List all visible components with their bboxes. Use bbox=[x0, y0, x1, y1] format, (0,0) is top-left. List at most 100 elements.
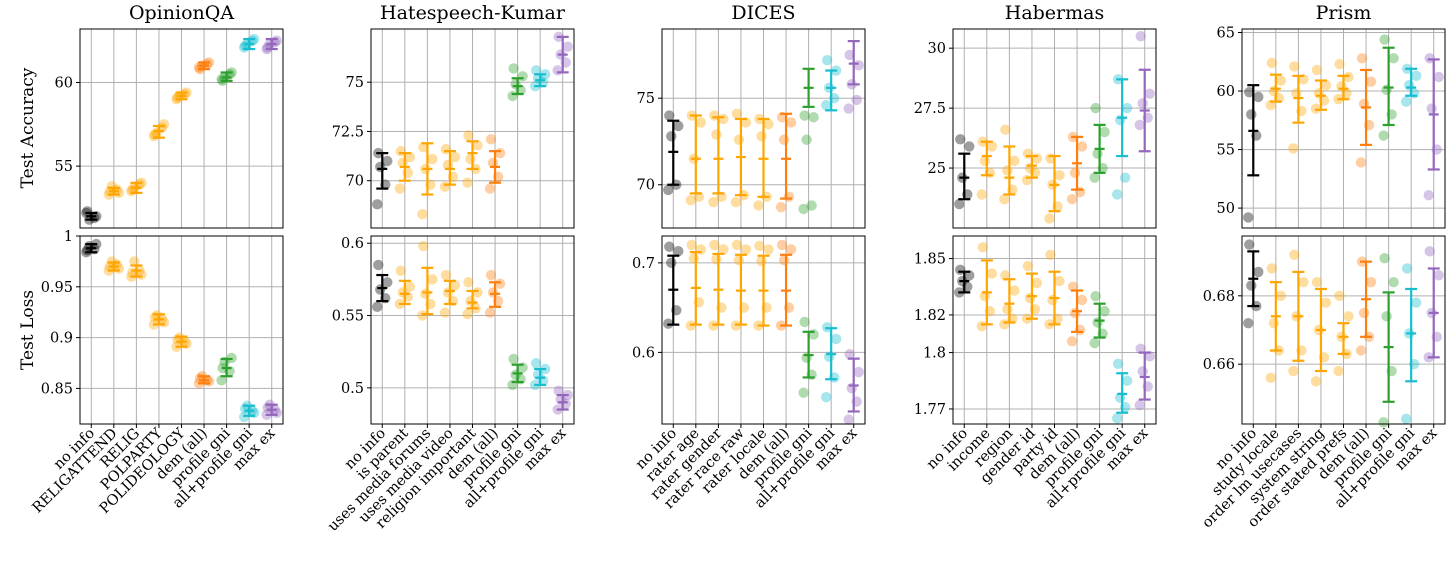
data-point bbox=[1275, 75, 1287, 86]
data-point bbox=[695, 117, 707, 128]
data-point bbox=[1024, 162, 1036, 174]
data-point bbox=[1031, 277, 1043, 289]
data-point bbox=[663, 184, 674, 196]
data-point bbox=[1288, 143, 1299, 154]
data-point bbox=[853, 366, 864, 378]
data-point bbox=[1355, 345, 1367, 356]
data-point bbox=[1134, 119, 1145, 131]
data-point bbox=[382, 155, 393, 167]
data-point bbox=[954, 198, 965, 210]
data-point bbox=[778, 254, 790, 266]
data-point bbox=[1334, 58, 1345, 70]
data-point bbox=[1320, 79, 1332, 91]
data-point bbox=[1076, 141, 1088, 152]
y-tick-label: 30 bbox=[928, 41, 946, 57]
data-point bbox=[673, 120, 684, 132]
data-point bbox=[821, 54, 833, 66]
data-point bbox=[1433, 270, 1444, 281]
data-point bbox=[494, 147, 506, 159]
data-point bbox=[1403, 79, 1415, 91]
axes-frame bbox=[370, 28, 575, 229]
data-point bbox=[1275, 290, 1287, 302]
data-point bbox=[1253, 266, 1264, 278]
data-point bbox=[986, 268, 998, 279]
data-point bbox=[1400, 96, 1412, 107]
data-point bbox=[1045, 249, 1056, 260]
data-point bbox=[1265, 372, 1277, 384]
data-point bbox=[439, 181, 451, 192]
data-point bbox=[1047, 294, 1058, 306]
data-point bbox=[731, 239, 743, 251]
row-label-loss: Test Loss bbox=[18, 290, 38, 370]
panel-title: Prism bbox=[1316, 2, 1372, 24]
data-point bbox=[463, 277, 474, 288]
data-point bbox=[664, 110, 675, 121]
y-tick-label: 27.5 bbox=[914, 101, 946, 117]
data-point bbox=[439, 307, 451, 318]
y-tick-label: 0.55 bbox=[332, 309, 364, 325]
data-point bbox=[756, 131, 767, 142]
y-tick-label: 75 bbox=[637, 91, 655, 107]
data-point bbox=[1054, 170, 1065, 181]
panel-title: DICES bbox=[731, 2, 795, 24]
data-point bbox=[1410, 297, 1422, 308]
data-point bbox=[730, 196, 742, 208]
data-point bbox=[1111, 189, 1123, 200]
panel-3-accuracy: 25 27.5 30 bbox=[914, 28, 1157, 229]
data-point bbox=[798, 203, 809, 215]
data-point bbox=[1410, 70, 1422, 82]
data-point bbox=[1343, 311, 1354, 322]
data-point bbox=[1288, 365, 1299, 377]
data-point bbox=[731, 108, 743, 119]
data-point bbox=[756, 255, 767, 267]
data-point bbox=[1121, 102, 1133, 114]
data-point bbox=[1144, 88, 1155, 99]
data-point bbox=[1313, 88, 1325, 99]
data-point bbox=[1069, 307, 1081, 319]
data-point bbox=[979, 155, 991, 167]
data-point bbox=[440, 269, 452, 281]
data-point bbox=[487, 287, 499, 298]
data-point bbox=[484, 307, 496, 318]
data-point bbox=[1243, 317, 1254, 329]
data-point bbox=[427, 274, 438, 285]
data-point bbox=[666, 131, 677, 142]
data-point bbox=[1423, 190, 1434, 201]
data-point bbox=[404, 151, 416, 163]
data-point bbox=[417, 310, 428, 321]
data-point bbox=[999, 194, 1010, 205]
y-tick-label: 0.68 bbox=[1203, 289, 1235, 305]
data-point bbox=[1424, 53, 1435, 64]
data-point bbox=[382, 277, 393, 288]
y-tick-label: 1.82 bbox=[914, 308, 946, 324]
data-point bbox=[472, 287, 483, 298]
axes-frame bbox=[79, 28, 284, 229]
data-point bbox=[1137, 366, 1148, 377]
data-point bbox=[418, 240, 429, 252]
data-point bbox=[843, 414, 854, 425]
data-point bbox=[1135, 30, 1146, 42]
data-point bbox=[1090, 290, 1101, 302]
y-tick-label: 70 bbox=[637, 178, 655, 194]
data-point bbox=[1111, 413, 1123, 424]
data-point bbox=[1378, 417, 1389, 428]
data-point bbox=[1243, 212, 1254, 223]
data-point bbox=[664, 241, 675, 252]
data-point bbox=[776, 239, 788, 251]
y-tick-label: 55 bbox=[1217, 143, 1235, 159]
data-point bbox=[1365, 76, 1377, 87]
data-point bbox=[113, 263, 125, 274]
data-point bbox=[485, 134, 497, 145]
y-tick-label: 0.85 bbox=[41, 381, 73, 397]
y-tick-label: 75 bbox=[346, 75, 364, 91]
data-point bbox=[1379, 34, 1390, 45]
data-point bbox=[1246, 109, 1257, 120]
data-point bbox=[1379, 253, 1390, 264]
data-point bbox=[986, 141, 998, 152]
data-point bbox=[778, 134, 790, 145]
data-point bbox=[955, 134, 966, 145]
data-point bbox=[964, 141, 975, 152]
